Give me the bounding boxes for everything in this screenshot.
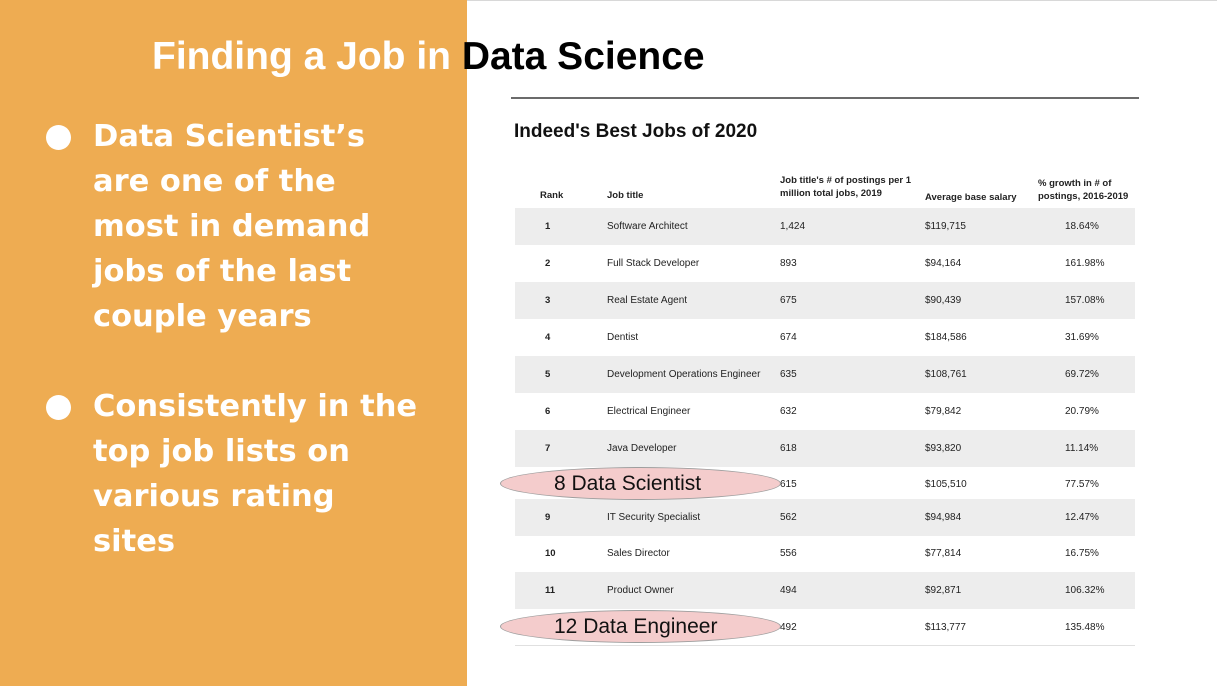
cell-postings: 893 [780, 258, 797, 269]
cell-salary: $94,984 [925, 512, 962, 523]
cell-job: Java Developer [607, 443, 677, 454]
top-border [467, 0, 1217, 1]
cell-rank: 1 [545, 221, 551, 232]
cell-salary: $119,715 [925, 221, 966, 232]
bullet-dot-icon [46, 125, 71, 150]
cell-growth: 161.98% [1065, 258, 1105, 269]
cell-job: Product Owner [607, 585, 674, 596]
cell-salary: $77,814 [925, 548, 962, 559]
title-part-black: Data Science [461, 35, 705, 78]
header-rank: Rank [540, 190, 564, 201]
highlight-data-scientist: 8 Data Scientist [500, 467, 781, 500]
cell-salary: $92,871 [925, 585, 962, 596]
cell-rank: 9 [545, 512, 551, 523]
header-job-title: Job title [607, 190, 644, 201]
cell-rank: 11 [545, 585, 556, 596]
cell-growth: 31.69% [1065, 332, 1099, 343]
table-row: 4 Dentist 674 $184,586 31.69% [515, 319, 1135, 356]
table-row: 1 Software Architect 1,424 $119,715 18.6… [515, 208, 1135, 245]
cell-salary: $184,586 [925, 332, 967, 343]
cell-job: Electrical Engineer [607, 406, 691, 417]
cell-job: Full Stack Developer [607, 258, 700, 269]
cell-postings: 615 [780, 479, 797, 490]
cell-growth: 16.75% [1065, 548, 1099, 559]
cell-rank: 3 [545, 295, 551, 306]
cell-postings: 556 [780, 548, 797, 559]
table-row: 9 IT Security Specialist 562 $94,984 12.… [515, 499, 1135, 536]
bullet-item: Data Scientist’s are one of the most in … [44, 114, 413, 339]
table-row: 2 Full Stack Developer 893 $94,164 161.9… [515, 245, 1135, 282]
divider-line [511, 97, 1139, 99]
cell-job: Sales Director [607, 548, 670, 559]
cell-salary: $108,761 [925, 369, 967, 380]
cell-postings: 675 [780, 295, 797, 306]
cell-salary: $105,510 [925, 479, 967, 490]
cell-postings: 492 [780, 622, 797, 633]
table-row: 615 $105,510 77.57% [515, 466, 1135, 503]
bullet-list: Data Scientist’s are one of the most in … [44, 114, 423, 564]
bullet-dot-icon [46, 395, 71, 420]
highlight-data-engineer: 12 Data Engineer [500, 610, 781, 643]
cell-postings: 618 [780, 443, 797, 454]
cell-growth: 135.48% [1065, 622, 1105, 633]
cell-salary: $90,439 [925, 295, 962, 306]
cell-growth: 106.32% [1065, 585, 1105, 596]
bullet-item: Consistently in the top job lists on var… [44, 384, 423, 564]
table-row: 5 Development Operations Engineer 635 $1… [515, 356, 1135, 393]
table-row: 6 Electrical Engineer 632 $79,842 20.79% [515, 393, 1135, 430]
header-salary: Average base salary [925, 192, 1017, 203]
cell-postings: 632 [780, 406, 797, 417]
bullet-text: Data Scientist’s are one of the most in … [93, 119, 371, 334]
table-bottom-border [515, 645, 1135, 646]
cell-growth: 20.79% [1065, 406, 1099, 417]
cell-salary: $113,777 [925, 622, 966, 633]
cell-growth: 12.47% [1065, 512, 1099, 523]
cell-postings: 562 [780, 512, 797, 523]
cell-postings: 674 [780, 332, 797, 343]
cell-job: Dentist [607, 332, 639, 343]
cell-growth: 157.08% [1065, 295, 1105, 306]
cell-job: Real Estate Agent [607, 295, 688, 306]
table-row: 7 Java Developer 618 $93,820 11.14% [515, 430, 1135, 467]
cell-growth: 18.64% [1065, 221, 1099, 232]
cell-salary: $79,842 [925, 406, 962, 417]
cell-rank: 5 [545, 369, 551, 380]
cell-job: IT Security Specialist [607, 512, 701, 523]
table-row: 492 $113,777 135.48% [515, 609, 1135, 646]
cell-job: Development Operations Engineer [607, 369, 761, 380]
cell-growth: 77.57% [1065, 479, 1099, 490]
cell-rank: 10 [545, 548, 556, 559]
cell-rank: 7 [545, 443, 551, 454]
bullet-text: Consistently in the top job lists on var… [93, 389, 418, 559]
header-postings: Job title's # of postings per 1 million … [780, 175, 912, 199]
cell-salary: $94,164 [925, 258, 962, 269]
cell-job: Software Architect [607, 221, 688, 232]
cell-rank: 2 [545, 258, 551, 269]
table-row: 3 Real Estate Agent 675 $90,439 157.08% [515, 282, 1135, 319]
cell-postings: 635 [780, 369, 797, 380]
cell-postings: 494 [780, 585, 797, 596]
title-part-white: Finding a Job in [152, 35, 462, 78]
cell-rank: 6 [545, 406, 551, 417]
slide-title: Finding a Job in Data Science [152, 34, 705, 80]
cell-growth: 69.72% [1065, 369, 1099, 380]
table-title: Indeed's Best Jobs of 2020 [514, 121, 758, 142]
accent-panel [0, 0, 467, 686]
cell-rank: 4 [545, 332, 551, 343]
cell-growth: 11.14% [1065, 443, 1099, 454]
table-row: 11 Product Owner 494 $92,871 106.32% [515, 572, 1135, 609]
cell-postings: 1,424 [780, 221, 806, 232]
cell-salary: $93,820 [925, 443, 962, 454]
header-growth: % growth in # of postings, 2016-2019 [1038, 178, 1129, 202]
table-row: 10 Sales Director 556 $77,814 16.75% [515, 535, 1135, 572]
